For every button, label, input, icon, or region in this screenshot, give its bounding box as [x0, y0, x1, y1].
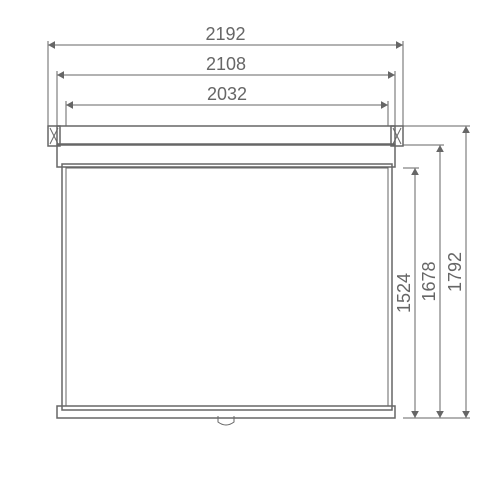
dimension-label: 1524 [394, 273, 414, 313]
dimension-label: 1678 [419, 261, 439, 301]
dimension-label: 2108 [206, 54, 246, 74]
dimension-label: 2032 [207, 84, 247, 104]
dimension-label: 1792 [445, 252, 465, 292]
dimension-label: 2192 [205, 24, 245, 44]
